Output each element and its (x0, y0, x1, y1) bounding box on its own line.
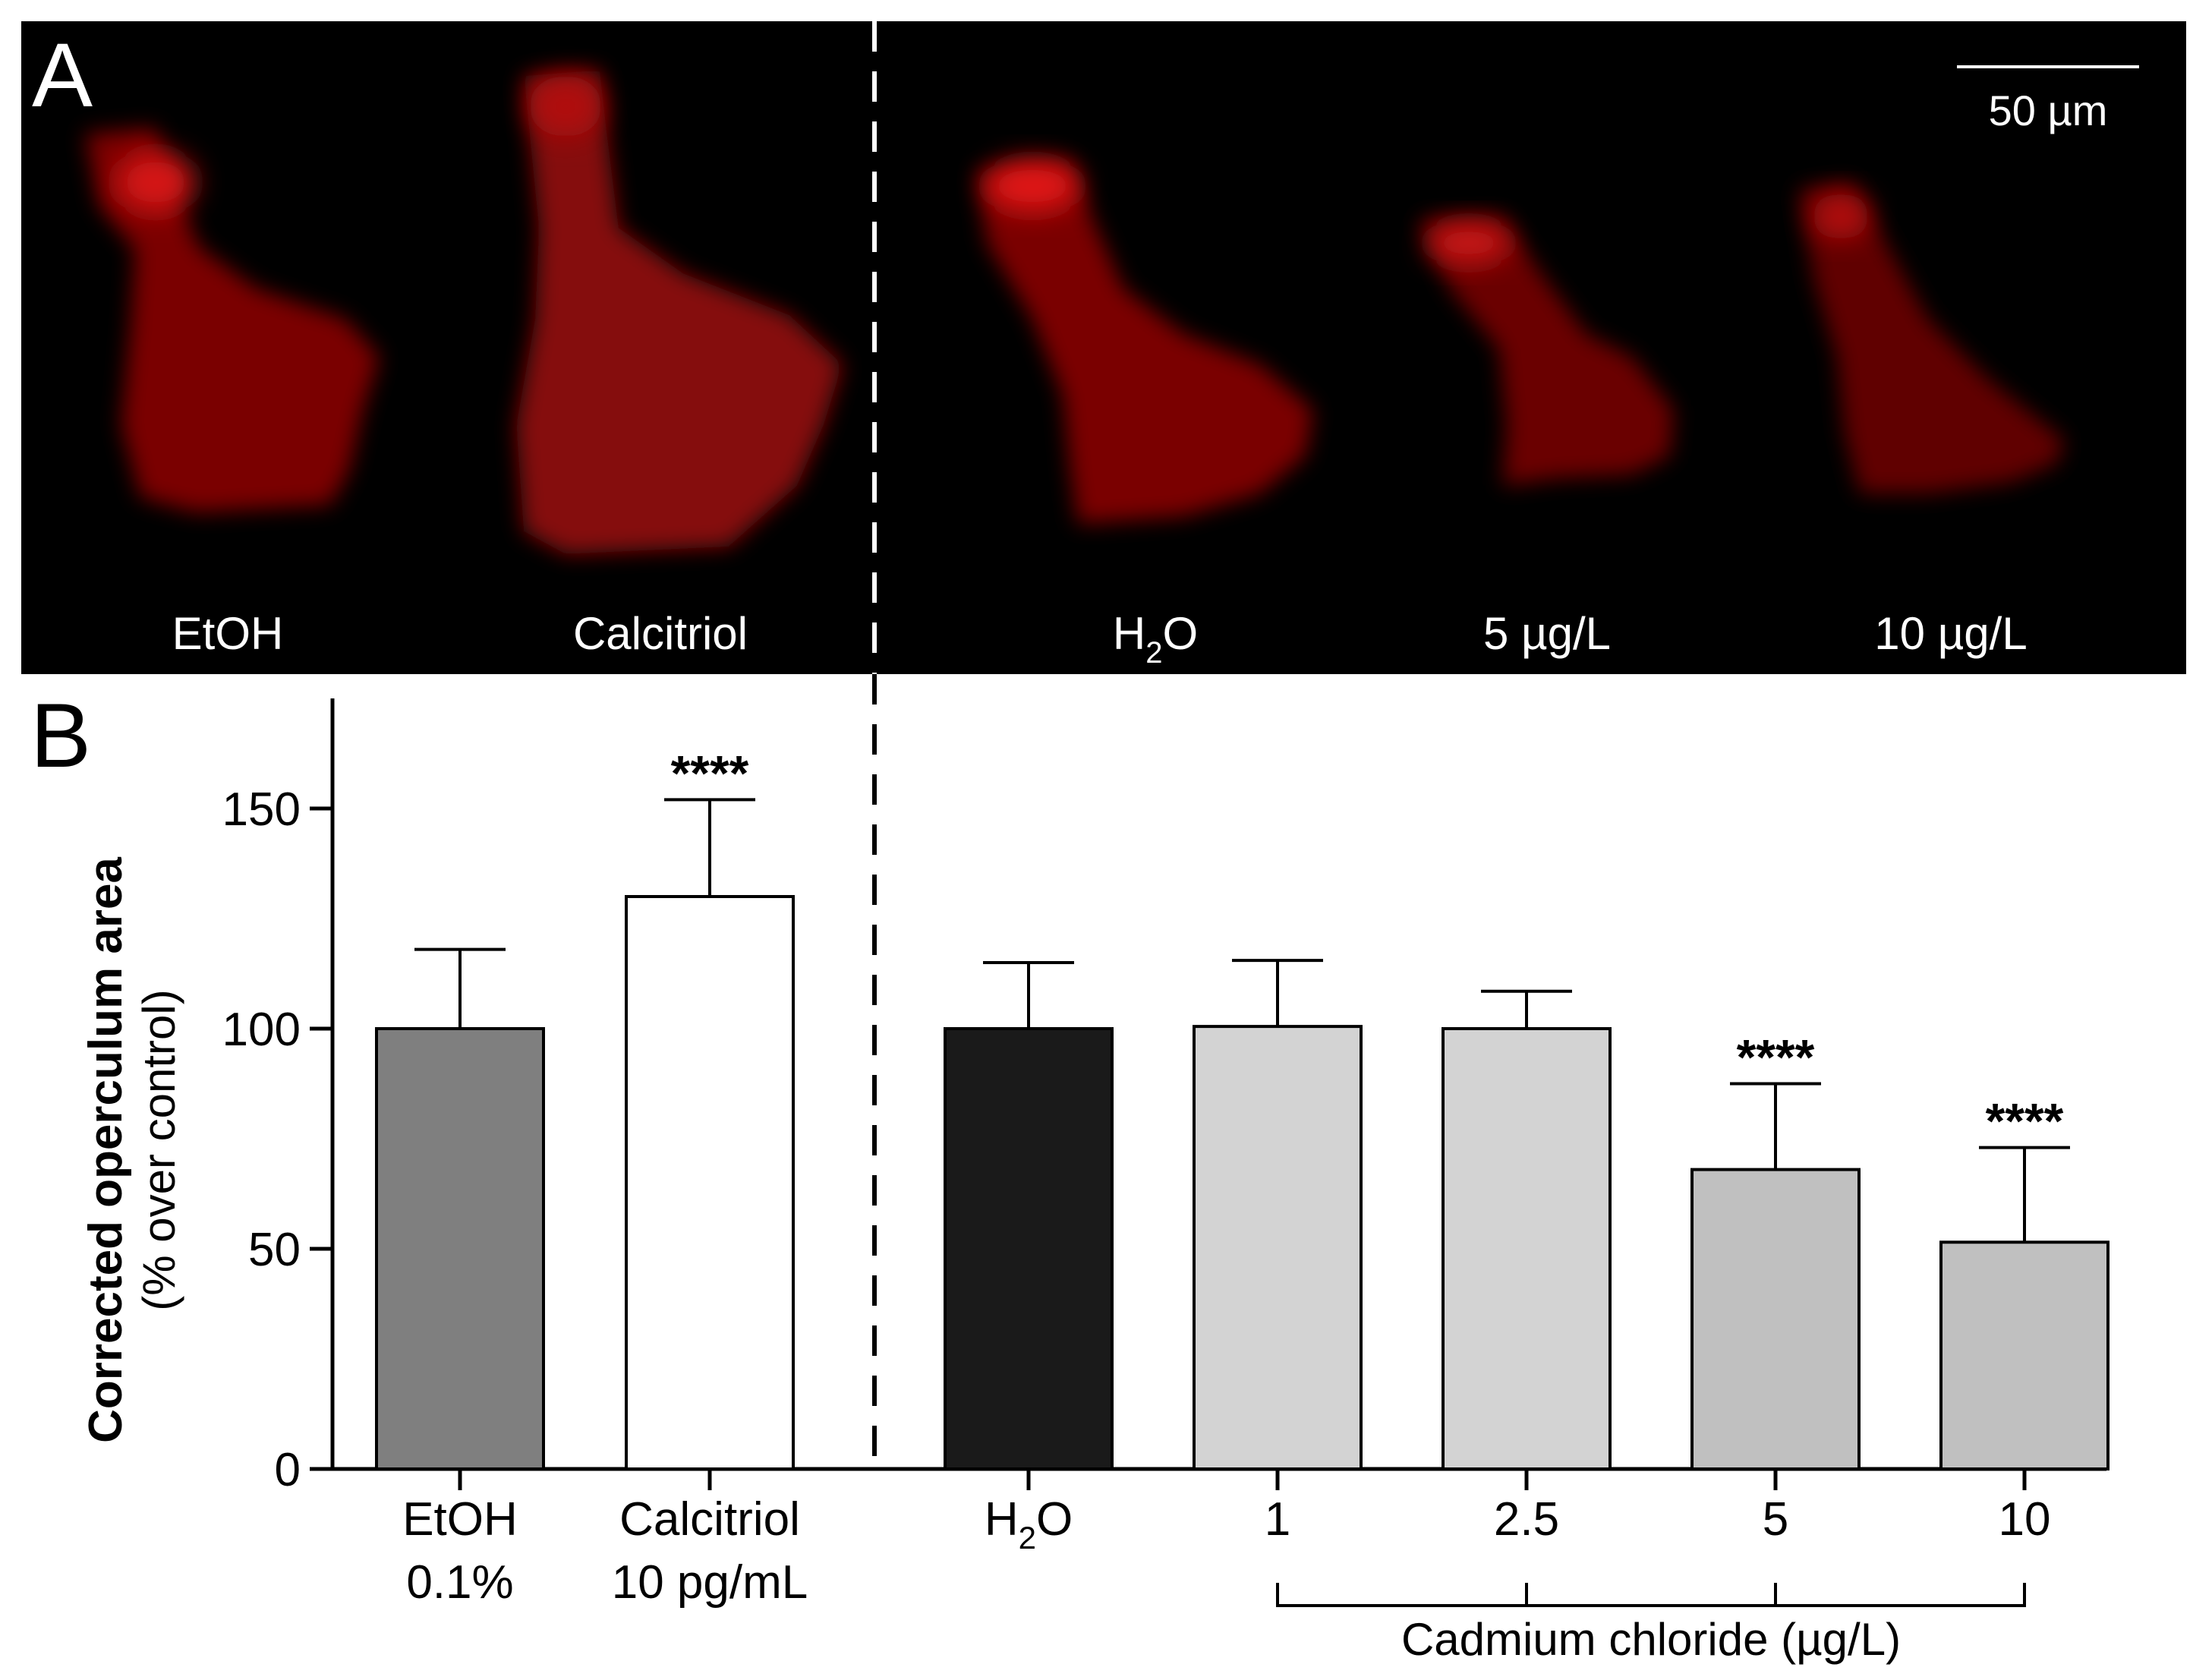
x-tick-label: EtOH (402, 1493, 518, 1546)
image-label-h2o: H2O (1113, 608, 1198, 670)
y-axis-title: Corrected operculum area (% over control… (80, 857, 184, 1443)
x-tick-label: 2.5 (1494, 1493, 1559, 1546)
image-label-5ugl: 5 µg/L (1483, 608, 1611, 659)
operculum-image-10ugl (1799, 182, 2065, 493)
bar (944, 1027, 1114, 1470)
panel-a-letter: A (32, 24, 93, 126)
x-tick-label: H2O (985, 1493, 1073, 1555)
x-tick-label: Calcitriol (619, 1493, 800, 1546)
bar (375, 1027, 545, 1470)
y-tick-label: 0 (275, 1444, 301, 1496)
chart-bars: **** **** **** (375, 745, 2110, 1471)
significance-label: **** (671, 745, 749, 801)
image-label-calcitriol: Calcitriol (573, 608, 748, 659)
panel-a: A 50 µm EtOH Calcitriol H2O 5 µg/L 10 µg… (21, 21, 2186, 674)
cadmium-group-label: Cadmium chloride (µg/L) (1401, 1614, 1901, 1665)
operculum-image-etoh (85, 128, 380, 512)
x-tick-label: 10 (1999, 1493, 2051, 1546)
panel-b-letter: B (30, 685, 91, 786)
image-label-10ugl: 10 µg/L (1874, 608, 2027, 659)
cadmium-bracket: Cadmium chloride (µg/L) (1276, 1583, 2026, 1665)
bracket-line (1276, 1583, 2026, 1607)
x-tick-label-line2: 0.1% (406, 1556, 513, 1609)
bar (625, 895, 795, 1470)
operculum-image-5ugl (1419, 216, 1674, 486)
x-axis-labels: EtOH 0.1% Calcitriol 10 pg/mL H2O 1 2.5 5 10 (402, 1469, 2050, 1609)
bar (1690, 1168, 1861, 1470)
bar (1193, 1025, 1363, 1470)
image-label-etoh: EtOH (172, 608, 284, 659)
scale-bar-label: 50 µm (1989, 87, 2108, 134)
operculum-image-h2o (978, 159, 1313, 524)
bar (1442, 1027, 1612, 1470)
x-tick-label-line2: 10 pg/mL (612, 1556, 808, 1609)
y-tick-label: 50 (248, 1224, 301, 1276)
panel-b: B Corrected operculum area (% over contr… (30, 21, 2110, 1665)
y-tick-label: 150 (222, 783, 301, 836)
x-tick-label: 5 (1763, 1493, 1788, 1546)
significance-label: **** (1737, 1029, 1815, 1086)
significance-label: **** (1986, 1093, 2064, 1149)
y-tick-label: 100 (222, 1004, 301, 1056)
x-tick-label: 1 (1265, 1493, 1290, 1546)
bar (1939, 1240, 2110, 1471)
y-axis-label-units: (% over control) (134, 989, 184, 1310)
y-axis-label: Corrected operculum area (80, 857, 132, 1443)
operculum-image-calcitriol (516, 70, 843, 554)
